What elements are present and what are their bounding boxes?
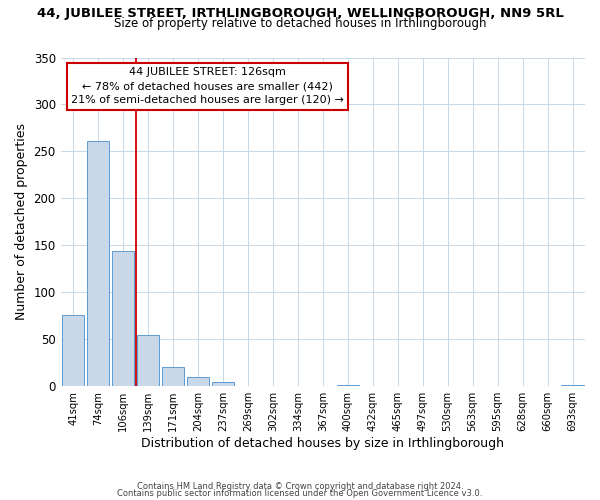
Bar (62, 315, 85, 386)
Bar (162, 368, 184, 386)
Bar (112, 251, 134, 386)
Bar (137, 334, 159, 386)
Bar (187, 377, 209, 386)
Text: Contains public sector information licensed under the Open Government Licence v3: Contains public sector information licen… (118, 489, 482, 498)
Bar (212, 382, 234, 386)
Y-axis label: Number of detached properties: Number of detached properties (15, 124, 28, 320)
Text: Contains HM Land Registry data © Crown copyright and database right 2024.: Contains HM Land Registry data © Crown c… (137, 482, 463, 491)
Bar (87, 141, 109, 386)
Text: Size of property relative to detached houses in Irthlingborough: Size of property relative to detached ho… (114, 18, 486, 30)
Text: 44 JUBILEE STREET: 126sqm
← 78% of detached houses are smaller (442)
21% of semi: 44 JUBILEE STREET: 126sqm ← 78% of detac… (71, 68, 344, 106)
X-axis label: Distribution of detached houses by size in Irthlingborough: Distribution of detached houses by size … (142, 437, 505, 450)
Text: 44, JUBILEE STREET, IRTHLINGBOROUGH, WELLINGBOROUGH, NN9 5RL: 44, JUBILEE STREET, IRTHLINGBOROUGH, WEL… (37, 8, 563, 20)
